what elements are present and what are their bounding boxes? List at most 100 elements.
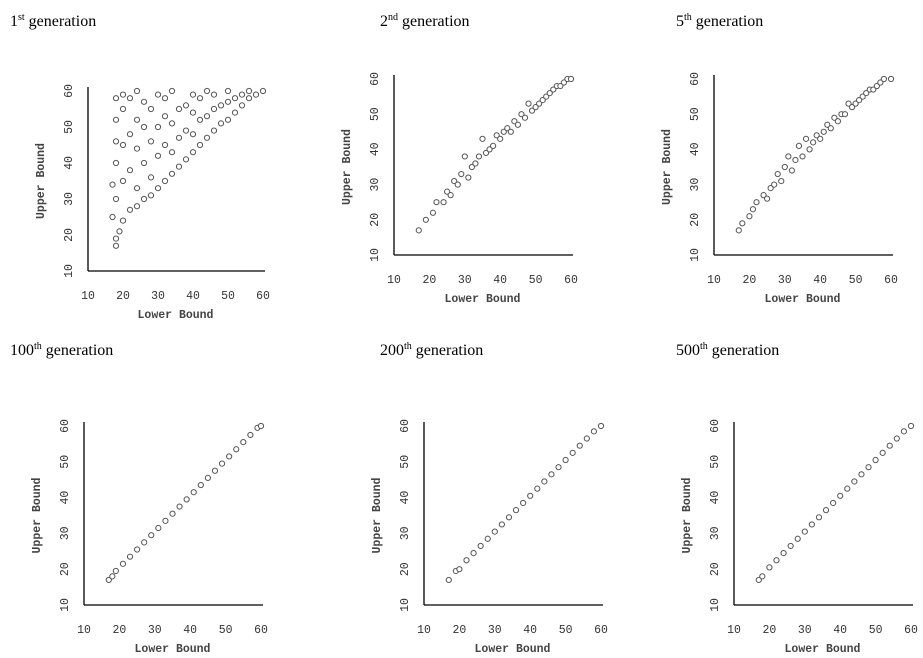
y-axis-title: Upper Bound bbox=[35, 143, 48, 219]
data-point bbox=[759, 573, 766, 580]
data-point bbox=[753, 199, 760, 206]
data-point bbox=[831, 114, 838, 121]
x-tick-label: 30 bbox=[798, 624, 812, 637]
y-tick-label: 60 bbox=[399, 419, 412, 433]
y-axis-title: Upper Bound bbox=[371, 477, 384, 553]
data-point bbox=[126, 167, 134, 174]
data-point bbox=[597, 422, 605, 430]
generation-suffix: nd bbox=[388, 12, 398, 23]
y-tick-label: 20 bbox=[63, 228, 76, 242]
data-point bbox=[189, 109, 197, 116]
data-point bbox=[252, 91, 260, 98]
generation-number: 500 bbox=[676, 342, 700, 359]
data-point bbox=[444, 188, 451, 195]
data-point bbox=[560, 79, 568, 86]
data-point bbox=[126, 95, 134, 102]
x-tick-label: 20 bbox=[116, 290, 130, 303]
data-point bbox=[500, 128, 507, 135]
data-point bbox=[141, 539, 148, 546]
data-point bbox=[567, 75, 575, 83]
data-point bbox=[795, 142, 803, 149]
data-point bbox=[109, 573, 116, 580]
data-point bbox=[827, 125, 834, 132]
data-point bbox=[119, 560, 127, 567]
data-point bbox=[231, 95, 239, 102]
data-point bbox=[147, 192, 155, 199]
data-point bbox=[429, 209, 437, 216]
data-point bbox=[528, 107, 536, 114]
data-point bbox=[112, 567, 119, 575]
data-point bbox=[781, 163, 788, 171]
data-point bbox=[527, 492, 534, 499]
data-point bbox=[771, 181, 778, 188]
generation-word: generation bbox=[24, 13, 97, 30]
y-tick-label: 20 bbox=[689, 213, 702, 227]
data-point bbox=[824, 121, 831, 128]
data-point bbox=[454, 181, 461, 188]
y-tick-label: 10 bbox=[399, 598, 412, 612]
data-point bbox=[196, 141, 204, 149]
generation-label: 500th generation bbox=[676, 341, 779, 360]
data-point bbox=[859, 93, 866, 100]
data-point bbox=[175, 105, 183, 113]
data-point bbox=[893, 435, 900, 442]
data-point bbox=[140, 123, 148, 131]
data-point bbox=[505, 514, 513, 521]
data-point bbox=[162, 517, 169, 524]
data-point bbox=[147, 174, 155, 181]
data-point bbox=[175, 163, 183, 170]
data-point bbox=[590, 428, 598, 435]
data-point bbox=[532, 104, 539, 111]
data-point bbox=[498, 521, 505, 528]
data-point bbox=[240, 439, 247, 446]
y-tick-label: 40 bbox=[709, 491, 722, 505]
data-point bbox=[183, 496, 190, 503]
generation-number: 100 bbox=[10, 342, 34, 359]
data-point bbox=[112, 95, 120, 102]
generation-label: 200th generation bbox=[380, 341, 483, 360]
data-point bbox=[422, 216, 429, 223]
x-tick-label: 20 bbox=[452, 624, 466, 637]
data-point bbox=[210, 91, 218, 98]
data-point bbox=[787, 542, 794, 550]
y-tick-label: 60 bbox=[59, 419, 72, 433]
data-point bbox=[562, 456, 569, 464]
y-tick-label: 60 bbox=[369, 72, 382, 86]
data-point bbox=[815, 514, 823, 521]
data-point bbox=[112, 195, 120, 203]
data-point bbox=[773, 557, 780, 564]
data-point bbox=[801, 528, 808, 535]
y-tick-label: 30 bbox=[369, 178, 382, 192]
data-point bbox=[169, 510, 176, 517]
data-point bbox=[161, 95, 169, 102]
x-tick-label: 50 bbox=[529, 274, 543, 287]
data-point bbox=[224, 116, 232, 123]
x-axis-title: Lower Bound bbox=[445, 293, 521, 306]
data-point bbox=[525, 100, 532, 107]
data-point bbox=[764, 195, 771, 202]
data-point bbox=[760, 192, 767, 199]
data-point bbox=[119, 217, 127, 224]
data-point bbox=[458, 170, 465, 178]
data-point bbox=[154, 185, 162, 192]
data-point bbox=[465, 174, 472, 181]
x-tick-label: 10 bbox=[77, 624, 91, 637]
data-point bbox=[865, 464, 872, 471]
data-point bbox=[168, 120, 176, 127]
data-point bbox=[182, 127, 190, 134]
generation-number: 1 bbox=[10, 13, 18, 30]
x-tick-label: 40 bbox=[813, 274, 827, 287]
data-point bbox=[133, 87, 141, 95]
data-point bbox=[203, 113, 211, 120]
data-point bbox=[877, 79, 884, 86]
x-tick-label: 10 bbox=[81, 290, 95, 303]
data-point bbox=[112, 138, 120, 145]
generation-suffix: th bbox=[700, 341, 708, 352]
data-point bbox=[475, 153, 483, 160]
data-point bbox=[583, 435, 590, 442]
data-point bbox=[546, 89, 553, 97]
data-point bbox=[190, 489, 197, 496]
data-point bbox=[830, 499, 837, 507]
